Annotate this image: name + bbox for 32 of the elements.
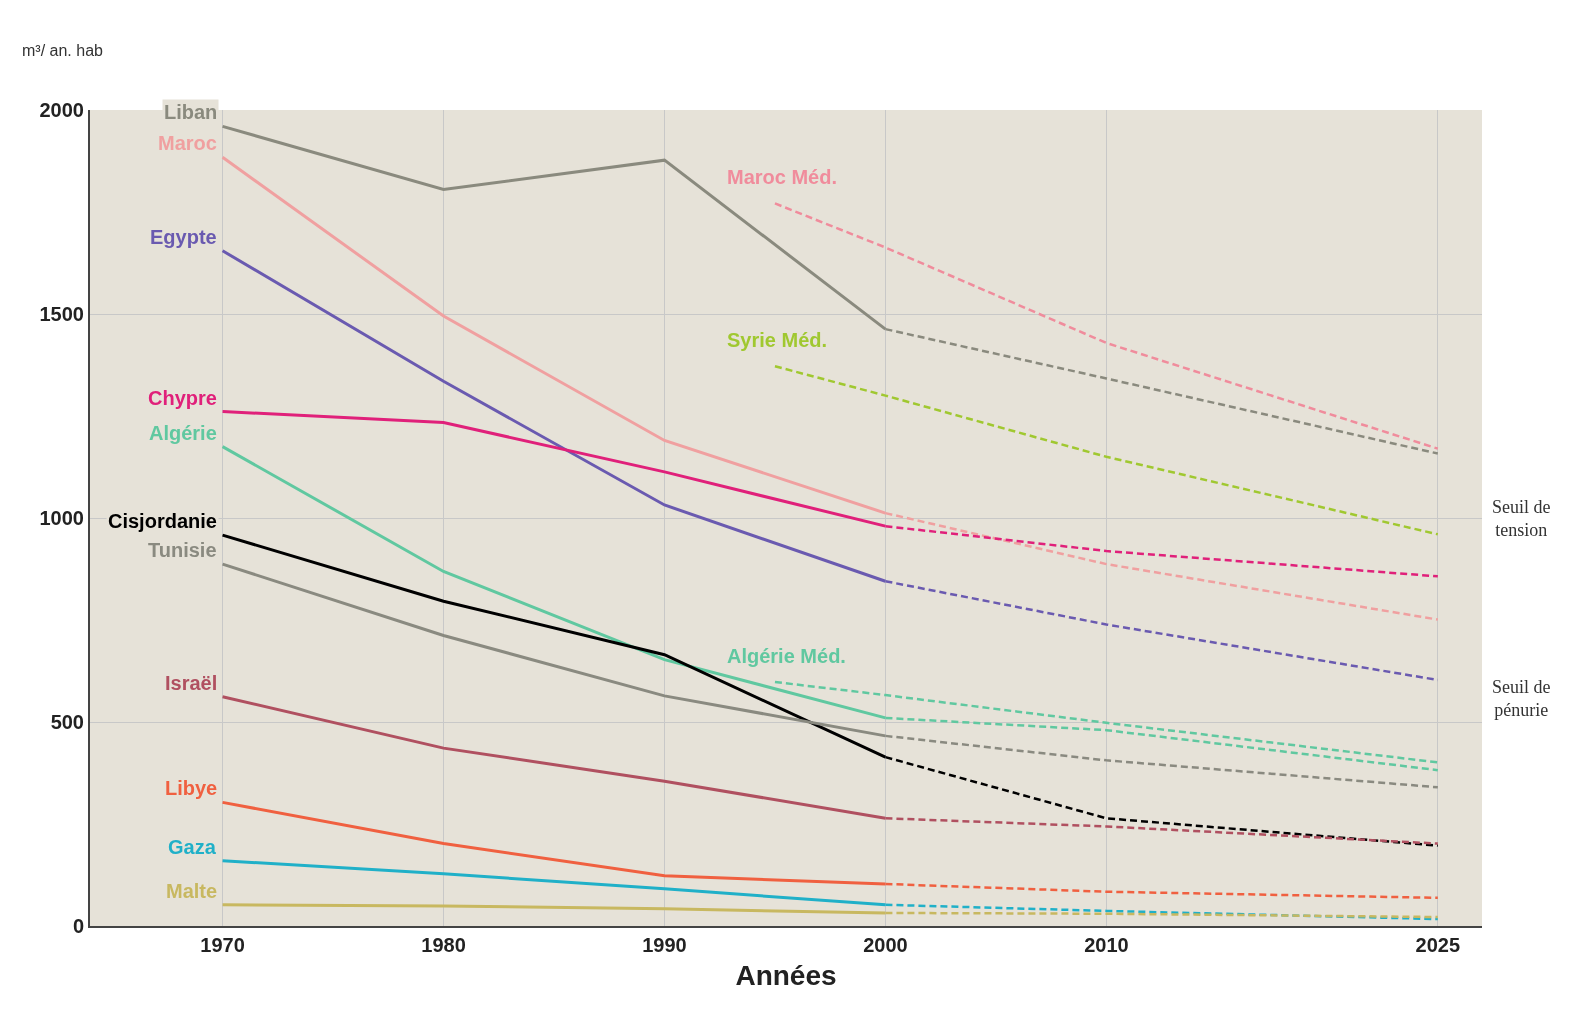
x-tick-label: 1980: [421, 934, 466, 956]
y-tick-label: 0: [72, 915, 84, 937]
series-label: Israël: [165, 672, 218, 694]
series-label: Liban: [164, 101, 218, 123]
series-label: Tunisie: [148, 539, 217, 561]
series-label: Syrie Méd.: [727, 329, 828, 351]
series-label: Algérie: [149, 422, 217, 444]
series-label: Chypre: [148, 387, 217, 409]
x-tick-label: 2025: [1415, 934, 1461, 956]
series-label: Gaza: [168, 836, 217, 858]
y-axis-title: m³/ an. hab: [22, 42, 104, 59]
y-tick-label: 1500: [39, 303, 84, 325]
y-tick-label: 2000: [39, 99, 84, 121]
text: Seuil de pénurie: [1492, 677, 1551, 721]
y-tick-label: 1000: [39, 507, 84, 529]
x-tick-label: 2000: [863, 934, 908, 956]
x-axis-title: Années: [735, 959, 837, 991]
x-tick-label: 1990: [642, 934, 687, 956]
series-label: Libye: [165, 777, 218, 799]
text: Seuil de tension: [1492, 497, 1551, 541]
line-series: [773, 202, 1440, 450]
line-series: [773, 364, 1440, 536]
y-tick-label: 500: [50, 711, 84, 733]
series-label: Algérie Méd.: [727, 645, 846, 667]
series-label: Cisjordanie: [108, 510, 217, 532]
series-label: Malte: [166, 880, 218, 902]
x-tick-label: 1970: [200, 934, 245, 956]
series-label: Egypte: [150, 226, 217, 248]
series-label: Maroc: [158, 132, 217, 154]
x-tick-label: 2010: [1084, 934, 1129, 956]
series-label: Maroc Méd.: [727, 166, 838, 188]
line-series: [773, 680, 1440, 764]
